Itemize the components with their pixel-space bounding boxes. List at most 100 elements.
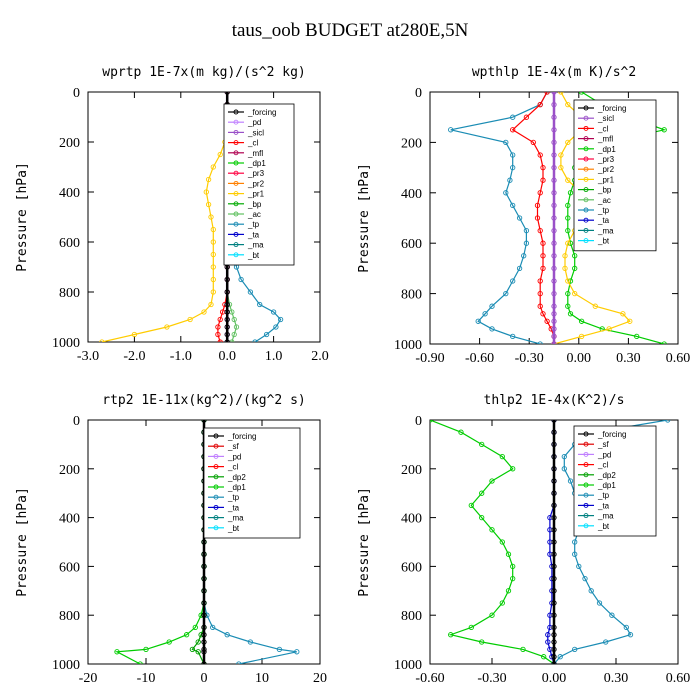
y-axis-label: Pressure [hPa] xyxy=(15,487,30,597)
series-sicl-point xyxy=(551,333,557,340)
legend-marker xyxy=(233,140,239,146)
series-cl-point xyxy=(540,265,546,272)
series-cl-point xyxy=(537,101,543,108)
legend-label: _pr1 xyxy=(247,190,265,199)
y-tick-label: 600 xyxy=(59,560,80,575)
series-pr1-point xyxy=(558,152,564,158)
series-dp1-point xyxy=(565,303,571,309)
series-forcing-point xyxy=(201,588,207,594)
y-tick-label: 400 xyxy=(59,186,80,201)
y-tick-label: 0 xyxy=(73,86,80,101)
series-line-cl xyxy=(511,92,555,344)
series-dp2-point xyxy=(195,639,201,645)
x-tick-label: 0.30 xyxy=(604,671,629,686)
legend-marker xyxy=(233,119,239,125)
series-dp1-point xyxy=(468,624,474,631)
legend-marker xyxy=(213,453,219,459)
series-cl-point xyxy=(523,114,530,120)
series-pr1-point xyxy=(210,264,216,270)
series-forcing-point xyxy=(201,612,207,618)
series-cl-point xyxy=(534,202,541,209)
x-tick-label: 0 xyxy=(201,671,208,686)
series-dp1-point xyxy=(479,514,485,521)
y-axis-label: Pressure [hPa] xyxy=(357,163,372,273)
legend-label: _pd xyxy=(597,450,611,459)
series-pr1-point xyxy=(205,176,212,183)
series-tp-point xyxy=(603,639,609,645)
series-forcing-point xyxy=(201,649,207,655)
series-line-dp1 xyxy=(430,420,555,664)
legend-marker xyxy=(583,492,589,498)
series-pr1-point xyxy=(210,164,216,170)
series-line-tp xyxy=(553,420,668,664)
y-tick-label: 200 xyxy=(59,463,80,478)
series-sicl-point xyxy=(551,278,557,284)
series-tp-point xyxy=(277,316,284,323)
x-tick-label: 0.60 xyxy=(666,671,691,686)
series-cl-point xyxy=(540,164,546,171)
series-forcing-point xyxy=(551,612,557,618)
series-dp1-point xyxy=(192,624,198,631)
series-ta-point xyxy=(545,632,551,638)
series-sicl-point xyxy=(551,215,557,221)
series-pr1-point xyxy=(565,240,571,246)
legend-label: _forcing xyxy=(597,430,626,439)
y-tick-label: 0 xyxy=(415,414,422,429)
legend-label: _cl xyxy=(227,463,238,472)
series-tp-point xyxy=(273,324,279,330)
series-forcing-point xyxy=(224,92,230,95)
series-tp-point xyxy=(582,575,588,582)
series-forcing-point xyxy=(201,563,207,570)
panel-4: thlp2 1E-4x(K^2)/s Pressure [hPa] -0.60 -0.… xyxy=(357,393,690,686)
legend-label: _sicl xyxy=(247,128,264,137)
series-sicl-point xyxy=(551,227,557,234)
series-pr1-point xyxy=(565,101,571,108)
series-cl-point xyxy=(537,278,543,284)
y-tick-label: 1000 xyxy=(394,658,422,673)
series-dp1-point xyxy=(114,649,120,655)
series-cl-point xyxy=(215,331,221,338)
series-pr1-point xyxy=(208,214,214,220)
series-sicl-point xyxy=(551,92,557,95)
series-sicl-point xyxy=(551,202,557,209)
legend-marker xyxy=(233,211,239,217)
series-forcing-point xyxy=(224,331,230,338)
series-dp2-point xyxy=(195,649,201,655)
series-forcing-point xyxy=(551,639,557,645)
series-tp-point xyxy=(510,333,516,340)
series-sicl-point xyxy=(551,303,557,309)
legend-marker xyxy=(583,227,589,233)
legend-label: _pr1 xyxy=(597,175,615,184)
legend-marker xyxy=(583,176,589,182)
series-dp1-point xyxy=(661,127,667,133)
series-tp-point xyxy=(263,331,270,338)
y-tick-label: 200 xyxy=(401,463,422,478)
legend-label: _dp1 xyxy=(227,483,246,492)
legend-marker xyxy=(583,105,589,111)
series-pr1-point xyxy=(210,251,216,258)
series-ta-point xyxy=(545,639,551,645)
series-tp-point xyxy=(572,539,578,545)
series-forcing-point xyxy=(201,632,207,638)
series-forcing-point xyxy=(201,539,207,545)
x-tick-label: -0.90 xyxy=(415,351,444,366)
legend-marker xyxy=(213,504,219,510)
series-dp1-point xyxy=(143,646,149,653)
series-dp1-point xyxy=(479,441,485,448)
series-dp1-point xyxy=(448,632,454,638)
series-pr1-point xyxy=(606,326,612,332)
legend-label: _ma xyxy=(247,241,264,250)
series-forcing-point xyxy=(551,478,557,484)
series-tp-point xyxy=(523,240,530,246)
legend-label: _bp xyxy=(247,200,262,209)
legend-marker xyxy=(583,502,589,508)
series-forcing-point xyxy=(201,661,207,664)
y-tick-label: 800 xyxy=(401,288,422,303)
series-forcing-point xyxy=(551,429,557,435)
series-pr1-point xyxy=(558,164,564,171)
series-dp1-point xyxy=(567,190,574,196)
series-dp1-point xyxy=(572,253,578,259)
legend-label: _dp1 xyxy=(597,145,616,154)
series-dp1-point xyxy=(572,265,578,272)
series-cl-point xyxy=(540,311,546,317)
